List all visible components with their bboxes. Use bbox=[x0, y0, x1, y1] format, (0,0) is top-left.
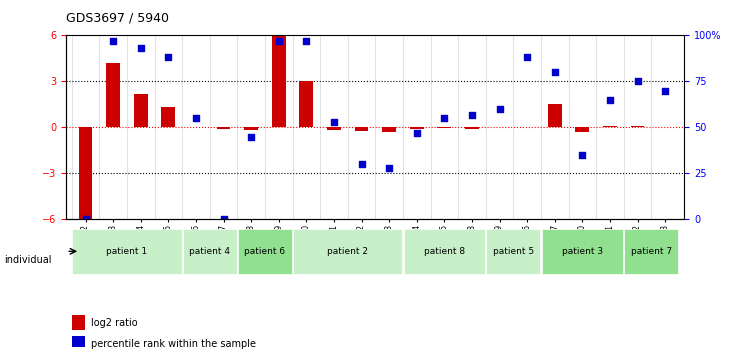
Point bbox=[355, 161, 367, 167]
Point bbox=[411, 130, 422, 136]
Text: patient 4: patient 4 bbox=[189, 247, 230, 256]
Point bbox=[273, 38, 285, 44]
Bar bbox=[72, 315, 85, 330]
Text: patient 3: patient 3 bbox=[562, 247, 603, 256]
Point bbox=[383, 165, 395, 171]
Bar bbox=[216, 127, 230, 129]
Bar bbox=[437, 127, 451, 128]
Text: patient 1: patient 1 bbox=[107, 247, 147, 256]
FancyBboxPatch shape bbox=[542, 229, 623, 274]
Bar bbox=[548, 104, 562, 127]
Point bbox=[328, 119, 340, 125]
Point bbox=[218, 217, 230, 222]
Point bbox=[190, 115, 202, 121]
Bar bbox=[272, 35, 286, 127]
Bar bbox=[382, 127, 396, 132]
Point bbox=[163, 55, 174, 60]
Point bbox=[107, 38, 119, 44]
Text: patient 8: patient 8 bbox=[424, 247, 465, 256]
Bar bbox=[327, 127, 341, 130]
Bar bbox=[300, 81, 314, 127]
FancyBboxPatch shape bbox=[183, 229, 237, 274]
Point bbox=[79, 217, 91, 222]
Bar bbox=[79, 127, 93, 219]
Bar bbox=[106, 63, 120, 127]
Point bbox=[135, 45, 146, 51]
Text: patient 2: patient 2 bbox=[328, 247, 368, 256]
Text: patient 5: patient 5 bbox=[493, 247, 534, 256]
Point bbox=[494, 106, 506, 112]
FancyBboxPatch shape bbox=[72, 229, 182, 274]
Text: GDS3697 / 5940: GDS3697 / 5940 bbox=[66, 12, 169, 25]
Point bbox=[659, 88, 671, 93]
Text: log2 ratio: log2 ratio bbox=[91, 318, 138, 328]
Bar bbox=[631, 126, 645, 127]
Point bbox=[466, 112, 478, 118]
Bar bbox=[134, 94, 148, 127]
FancyBboxPatch shape bbox=[238, 229, 292, 274]
Bar bbox=[603, 126, 617, 127]
Point bbox=[521, 55, 533, 60]
Bar bbox=[355, 127, 369, 131]
FancyBboxPatch shape bbox=[403, 229, 485, 274]
Point bbox=[439, 115, 450, 121]
Bar bbox=[244, 127, 258, 130]
Point bbox=[549, 69, 561, 75]
FancyBboxPatch shape bbox=[624, 229, 679, 274]
Bar bbox=[576, 127, 590, 132]
Bar bbox=[72, 336, 85, 351]
FancyBboxPatch shape bbox=[486, 229, 540, 274]
Bar bbox=[465, 127, 479, 129]
Point bbox=[245, 134, 257, 139]
Text: patient 6: patient 6 bbox=[244, 247, 286, 256]
Text: percentile rank within the sample: percentile rank within the sample bbox=[91, 339, 256, 349]
Bar bbox=[410, 127, 424, 129]
Text: individual: individual bbox=[4, 255, 52, 265]
Bar bbox=[161, 108, 175, 127]
Point bbox=[631, 79, 643, 84]
Text: patient 7: patient 7 bbox=[631, 247, 672, 256]
FancyBboxPatch shape bbox=[293, 229, 403, 274]
Point bbox=[604, 97, 616, 103]
Point bbox=[576, 152, 588, 158]
Point bbox=[300, 38, 312, 44]
